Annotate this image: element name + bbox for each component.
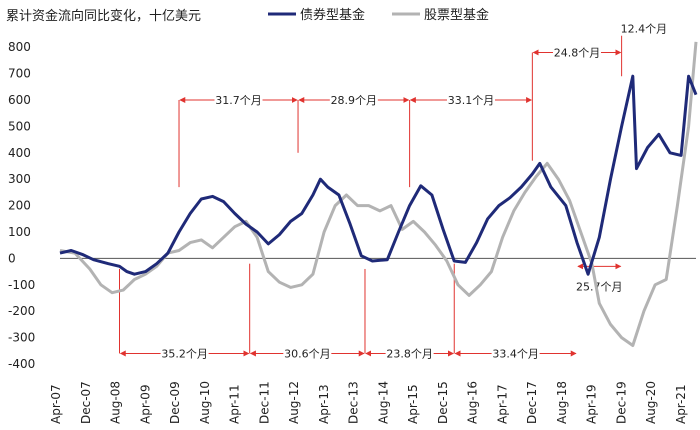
x-axis: Apr-07 Dec-07 Aug-08 Apr-09 Dec-09 Aug-10 Apr-… — [49, 381, 688, 424]
x-tick-label: Apr-15 — [406, 384, 420, 424]
y-tick-label: 800 — [8, 40, 31, 54]
x-tick-label: Dec-15 — [436, 381, 450, 424]
series-line-equity — [59, 41, 698, 347]
x-tick-label: Dec-19 — [614, 381, 628, 424]
annotation-label: 28.9个月 — [331, 94, 378, 107]
y-tick-label: 700 — [8, 67, 31, 81]
y-tick-label: 200 — [8, 199, 31, 213]
annotation-label-bg — [619, 21, 668, 36]
x-tick-label: Dec-13 — [347, 381, 361, 424]
y-tick-label: 400 — [8, 146, 31, 160]
x-tick-label: Aug-16 — [466, 381, 480, 424]
y-tick-label: -200 — [8, 304, 35, 318]
series-lines — [59, 41, 698, 347]
y-tick-label: 100 — [8, 225, 31, 239]
annotation-label-bg — [446, 93, 495, 107]
x-tick-label: Aug-08 — [109, 381, 123, 424]
x-tick-label: Aug-14 — [376, 381, 390, 424]
annotation-label: 31.7个月 — [215, 94, 262, 107]
annotation-label: 12.4个月 — [621, 23, 668, 36]
cycle-annotations: 31.7个月 28.9个月 33.1个月 24.8个月 12.4个月 35.2个月 30.6… — [119, 21, 668, 361]
x-tick-label: Apr-11 — [228, 384, 242, 424]
y-tick-label: -100 — [8, 278, 35, 292]
x-tick-label: Apr-21 — [674, 384, 688, 424]
x-tick-label: Aug-18 — [555, 381, 569, 424]
annotation-label-bg — [552, 45, 601, 60]
y-tick-label: 300 — [8, 172, 31, 186]
chart-title: 累计资金流向同比变化，十亿美元 — [6, 8, 201, 24]
x-tick-label: Aug-12 — [287, 381, 301, 424]
x-tick-label: Dec-07 — [79, 381, 93, 424]
annotation-label-bg — [385, 346, 434, 361]
annotation-label: 35.2个月 — [161, 347, 208, 360]
y-tick-label: 600 — [8, 93, 31, 107]
annotation-label: 25.7个月 — [576, 280, 623, 293]
annotation-label: 23.8个月 — [386, 347, 433, 360]
legend: 债券型基金 股票型基金 — [268, 7, 489, 23]
legend-label-equity: 股票型基金 — [424, 7, 489, 23]
annotation-label: 33.4个月 — [492, 347, 539, 360]
x-tick-label: Dec-11 — [257, 381, 271, 424]
annotation-label: 30.6个月 — [284, 347, 331, 360]
annotation-label: 24.8个月 — [554, 46, 601, 59]
x-tick-label: Apr-13 — [317, 384, 331, 424]
x-tick-label: Dec-17 — [525, 381, 539, 424]
x-tick-label: Apr-09 — [138, 384, 152, 424]
x-tick-label: Apr-19 — [585, 384, 599, 424]
annotation-label-bg — [283, 346, 332, 361]
annotation-label-bg — [329, 93, 378, 107]
legend-label-bond: 债券型基金 — [300, 7, 365, 23]
x-tick-label: Apr-17 — [495, 384, 509, 424]
x-tick-label: Dec-09 — [168, 381, 182, 424]
y-axis: 800 700 600 500 400 300 200 100 0 -100 -200 -300 -40… — [8, 40, 35, 371]
y-tick-label: 500 — [8, 119, 31, 133]
annotation-label-bg — [491, 346, 540, 361]
y-tick-label: -300 — [8, 331, 35, 345]
series-line-bond — [59, 74, 698, 276]
y-tick-label: -400 — [8, 357, 35, 371]
x-tick-label: Aug-10 — [198, 381, 212, 424]
annotation-label-bg — [160, 346, 209, 361]
y-tick-label: 0 — [8, 251, 16, 265]
x-tick-label: Apr-07 — [49, 384, 63, 424]
annotation-label: 33.1个月 — [448, 94, 495, 107]
annotation-label-bg — [575, 279, 624, 294]
x-tick-label: Aug-20 — [644, 381, 658, 424]
annotation-label-bg — [214, 93, 263, 107]
